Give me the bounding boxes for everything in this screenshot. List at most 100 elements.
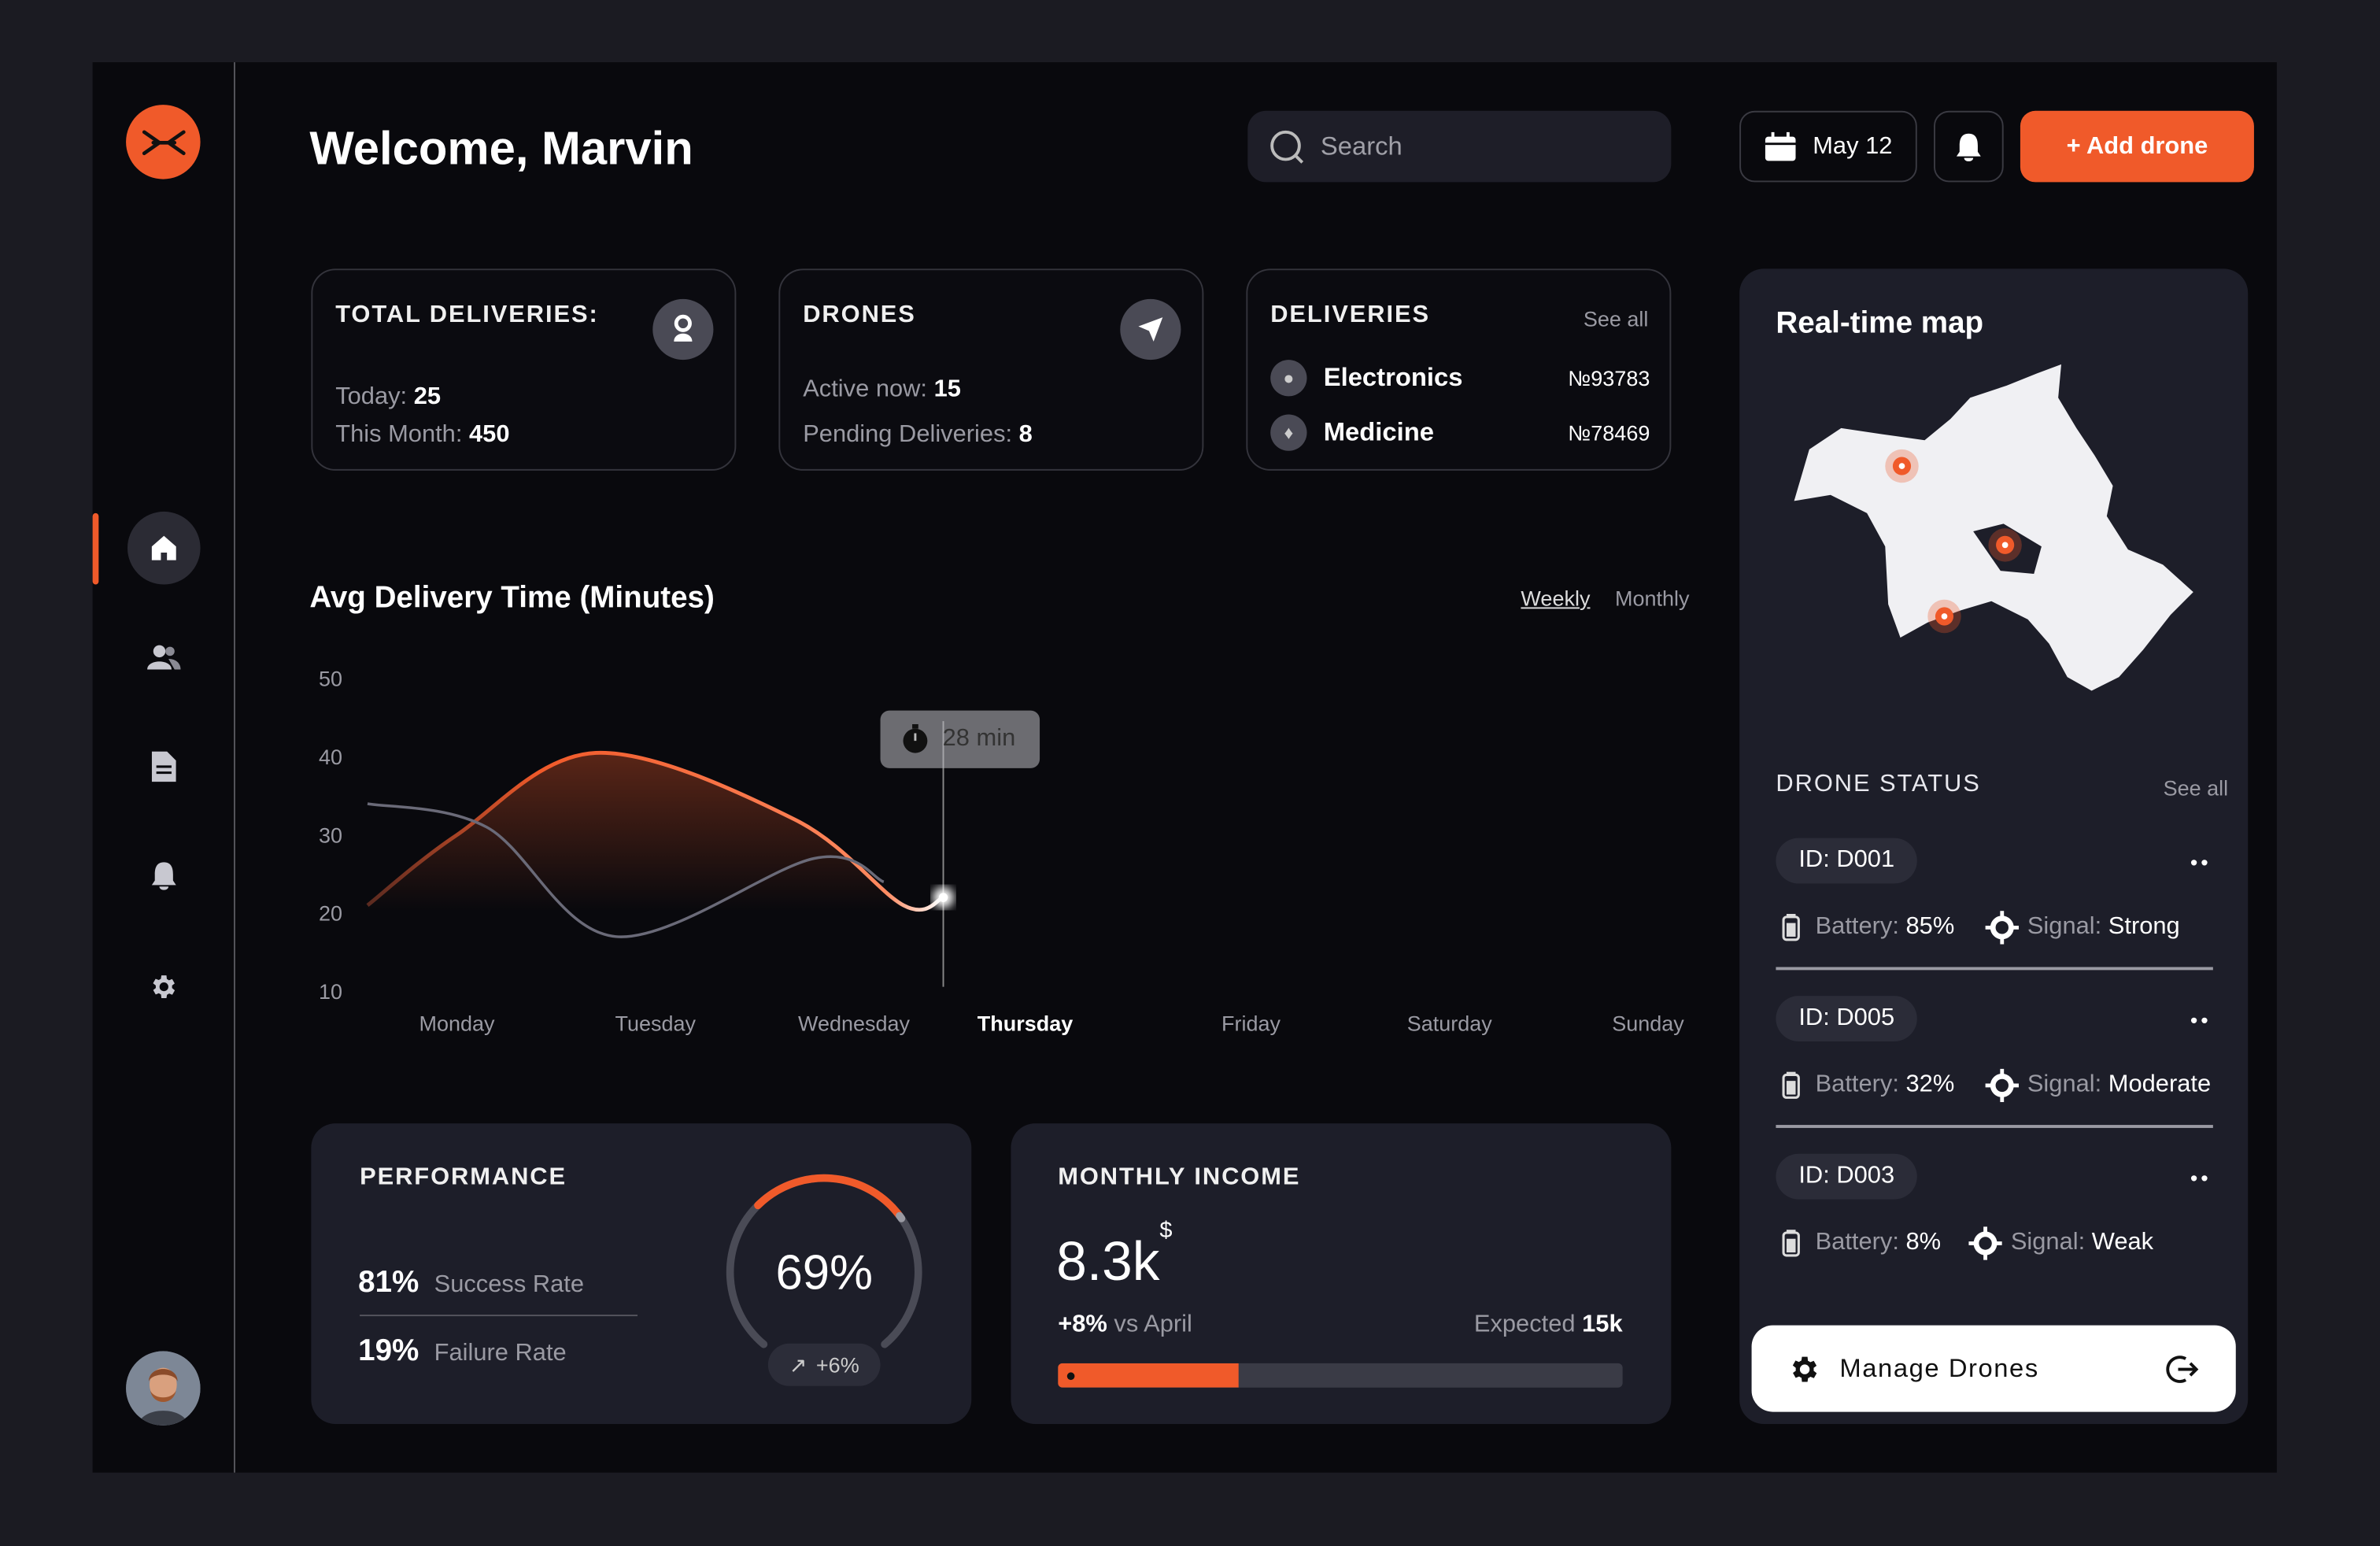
delivery-item[interactable]: ● Electronics №93783 (1270, 358, 1650, 398)
gauge-value: 69% (775, 1245, 873, 1300)
more-options-icon[interactable]: •• (2190, 1008, 2212, 1033)
divider (1776, 967, 2213, 970)
currency-symbol: $ (1159, 1217, 1173, 1244)
signal-icon (1984, 911, 2019, 945)
income-value: 8.3k (1056, 1230, 1160, 1293)
gear-icon (153, 975, 176, 999)
active-indicator (92, 512, 99, 585)
manage-label: Manage Drones (1839, 1353, 2039, 1382)
deliveries-card: DELIVERIES See all ● Electronics №93783 … (1246, 268, 1672, 471)
gauge-fill (754, 1174, 904, 1220)
add-drone-button[interactable]: + Add drone (2020, 110, 2254, 183)
notifications-button[interactable] (1933, 110, 2004, 183)
card-title: DRONES (803, 301, 916, 328)
user-avatar-image (126, 1351, 201, 1426)
income-change: +8% vs April (1058, 1311, 1192, 1338)
drone-stats: Battery: 8% Signal: Weak (1782, 1226, 2153, 1260)
home-icon (151, 535, 176, 560)
gauge-marker (896, 1211, 906, 1222)
performance-gauge (726, 1174, 922, 1348)
highlight-point-core (938, 893, 948, 902)
stopwatch-icon (903, 723, 928, 753)
today-stat: Today: 25 (335, 383, 442, 410)
search-input[interactable]: Search (1247, 110, 1672, 183)
trend-up-icon: ↗ (789, 1352, 808, 1377)
sidebar-divider (233, 62, 235, 1473)
delivery-name: Electronics (1323, 362, 1463, 392)
manage-drones-button[interactable]: Manage Drones (1751, 1325, 2236, 1412)
map-title: Real-time map (1776, 306, 1984, 340)
delivery-name: Medicine (1323, 417, 1435, 446)
bell-icon (151, 862, 176, 890)
chart-title: Avg Delivery Time (Minutes) (309, 581, 715, 616)
avatar[interactable] (126, 1351, 201, 1426)
apple-icon: ● (1270, 360, 1307, 397)
logo[interactable] (126, 105, 201, 179)
card-title: PERFORMANCE (360, 1164, 567, 1190)
delivery-item[interactable]: ♦ Medicine №78469 (1270, 413, 1650, 453)
signal-icon (1968, 1226, 2002, 1260)
map-pin (1988, 528, 2022, 562)
x-tick-label: Sunday (1612, 1012, 1684, 1035)
sidebar-item-notifications[interactable] (142, 856, 185, 896)
series-line-primary (366, 751, 944, 912)
pending-stat: Pending Deliveries: 8 (803, 422, 1033, 448)
map-pin (1927, 599, 1961, 634)
drone-id-badge[interactable]: ID: D003 (1776, 1153, 1918, 1200)
chart-tooltip: 28 min (880, 710, 1040, 768)
card-title: MONTHLY INCOME (1058, 1164, 1301, 1190)
sidebar-item-documents[interactable] (142, 747, 185, 786)
sidebar-item-settings[interactable] (142, 967, 185, 1006)
success-stat: 81% Success Rate (358, 1266, 585, 1300)
total-deliveries-card: TOTAL DELIVERIES: Today: 25 This Month: … (311, 268, 737, 471)
monthly-income-card: MONTHLY INCOME 8.3k $ +8% vs April Expec… (1011, 1123, 1672, 1424)
x-tick-label: Monday (419, 1012, 495, 1035)
drone-stats: Battery: 32% Signal: Moderate (1782, 1068, 2211, 1103)
document-icon (151, 751, 176, 782)
drone-id-badge[interactable]: ID: D001 (1776, 838, 1918, 884)
progress-fill (1058, 1363, 1239, 1388)
x-tick-label: Friday (1221, 1012, 1281, 1035)
income-progress-bar (1058, 1363, 1623, 1388)
failure-stat: 19% Failure Rate (358, 1334, 567, 1368)
series-line-secondary (367, 802, 885, 938)
y-tick-label: 30 (319, 823, 342, 847)
date-picker-button[interactable]: May 12 (1739, 110, 1917, 183)
users-icon (147, 645, 181, 670)
send-icon (1120, 298, 1181, 361)
performance-card: PERFORMANCE 81% Success Rate 19% Failure R… (311, 1123, 972, 1424)
see-all-link[interactable]: See all (1583, 306, 1649, 331)
delivery-number: №78469 (1568, 420, 1650, 446)
drone-id-badge[interactable]: ID: D005 (1776, 996, 1918, 1041)
drone-stats: Battery: 85% Signal: Strong (1782, 911, 2180, 945)
toggle-monthly[interactable]: Monthly (1614, 586, 1690, 611)
battery-icon (1782, 913, 1800, 941)
more-options-icon[interactable]: •• (2190, 1166, 2212, 1190)
month-stat: This Month: 450 (335, 422, 510, 448)
y-tick-label: 20 (319, 902, 342, 926)
toggle-weekly[interactable]: Weekly (1521, 586, 1591, 611)
sidebar-item-users[interactable] (142, 638, 185, 677)
divider (360, 1315, 638, 1317)
change-badge: ↗ +6% (767, 1343, 881, 1386)
page-title: Welcome, Marvin (309, 121, 693, 175)
battery-icon (1782, 1230, 1800, 1257)
y-tick-label: 50 (319, 668, 342, 691)
sidebar-item-home[interactable] (127, 511, 201, 585)
divider (1776, 1125, 2213, 1127)
active-stat: Active now: 15 (803, 376, 961, 403)
y-tick-label: 40 (319, 745, 342, 769)
x-tick-label: Wednesday (798, 1012, 911, 1035)
x-tick-label: Saturday (1407, 1012, 1493, 1035)
see-all-link[interactable]: See all (2163, 775, 2229, 801)
x-tick-label: Thursday (978, 1012, 1073, 1035)
battery-icon (1782, 1071, 1800, 1099)
y-tick-label: 10 (319, 980, 342, 1004)
more-options-icon[interactable]: •• (2190, 849, 2212, 875)
card-title: DELIVERIES (1270, 301, 1430, 328)
date-label: May 12 (1813, 132, 1893, 159)
bell-icon (1956, 132, 1981, 161)
